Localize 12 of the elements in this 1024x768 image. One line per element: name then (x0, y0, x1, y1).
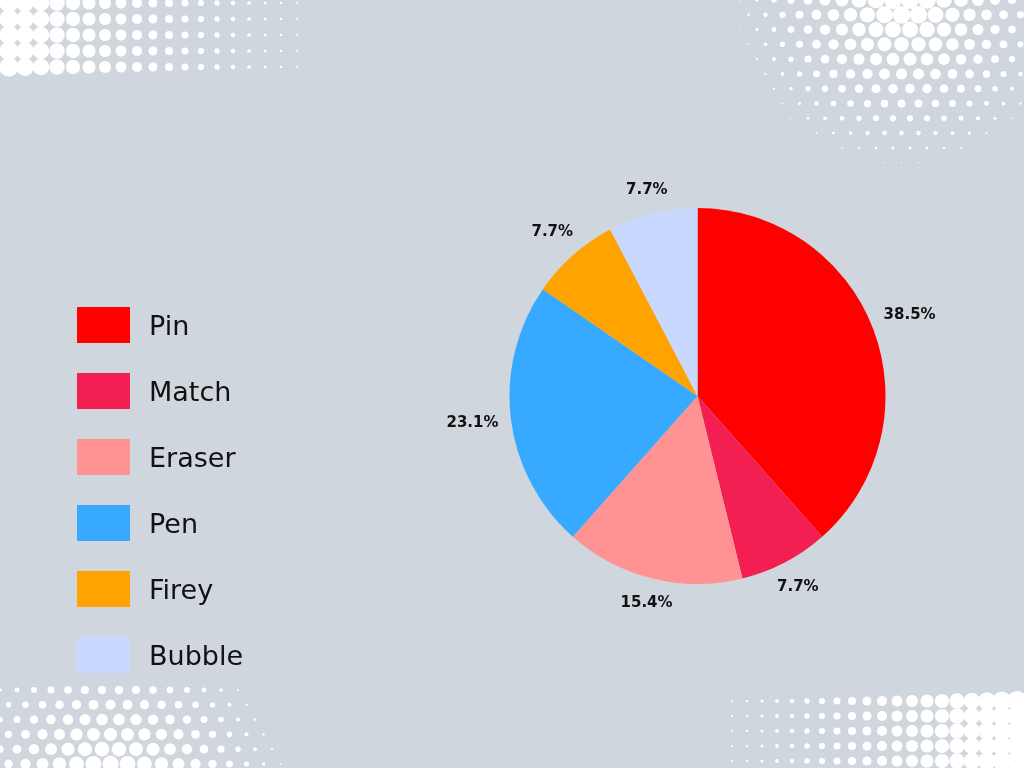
data-label: 38.5% (883, 305, 936, 324)
data-label: 23.1% (446, 413, 499, 432)
legend-label: Match (149, 375, 232, 407)
legend-label: Eraser (149, 441, 236, 473)
data-label: 7.7% (777, 577, 819, 596)
legend-label: Firey (149, 573, 214, 605)
data-label: 7.7% (531, 221, 574, 240)
data-label: 7.7% (626, 180, 668, 199)
legend-label: Bubble (149, 639, 244, 671)
data-label: 15.4% (620, 592, 673, 611)
legend-label: Pen (149, 507, 199, 539)
legend-label: Pin (149, 309, 190, 341)
